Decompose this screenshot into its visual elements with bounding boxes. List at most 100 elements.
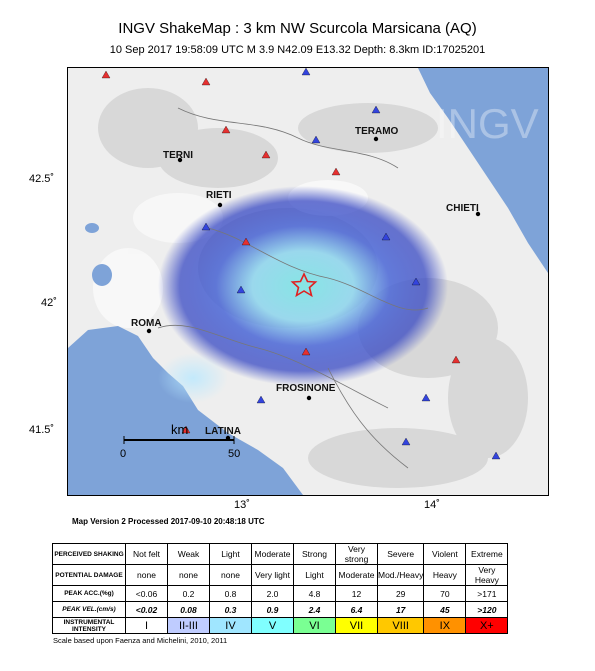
shakemap: INGV INGV INGV TERNI TERAMO RIETI CHIETI… <box>67 67 549 496</box>
legend-cell: 17 <box>376 601 425 618</box>
scale-bar: km 0 50 <box>120 422 240 460</box>
legend-cell: 0.8 <box>209 585 252 602</box>
event-info: 10 Sep 2017 19:58:09 UTC M 3.9 N42.09 E1… <box>109 44 486 56</box>
blue-triangle-icon <box>421 393 431 402</box>
blue-triangle-icon <box>301 68 311 76</box>
intensity-cell: X+ <box>465 617 509 634</box>
legend-rowhead-acc: PEAK ACC.(%g) <box>52 585 126 602</box>
intensity-cell: V <box>251 617 294 634</box>
lake-small <box>85 223 99 233</box>
red-triangle-icon <box>241 237 251 246</box>
legend-cell: Extreme <box>465 543 509 565</box>
map-title: INGV ShakeMap : 3 km NW Scurcola Marsica… <box>118 20 477 37</box>
legend-cell: 0.3 <box>209 601 252 618</box>
legend-rowhead-vel: PEAK VEL.(cm/s) <box>52 601 126 618</box>
lake-bolsena <box>92 264 112 286</box>
red-triangle-icon <box>301 347 311 356</box>
red-triangle-icon <box>261 150 271 159</box>
legend-row-damage: POTENTIAL DAMAGE none none none Very lig… <box>52 564 509 586</box>
legend-cell: 2.0 <box>251 585 294 602</box>
blue-triangle-icon <box>201 222 211 231</box>
legend-cell: Not felt <box>125 543 168 565</box>
lat-label-42-5: 42.5˚ <box>29 173 55 185</box>
scale-unit: km <box>171 422 188 437</box>
blue-triangle-icon <box>491 451 501 460</box>
legend-row-intensity: INSTRUMENTAL INTENSITY I II-III IV V VI … <box>52 617 509 634</box>
legend-cell: Very strong <box>335 543 378 565</box>
legend-cell: 70 <box>423 585 467 602</box>
red-triangle-icon <box>331 167 341 176</box>
legend-cell: 6.4 <box>335 601 378 618</box>
blue-triangle-icon <box>256 395 266 404</box>
intensity-cell: VIII <box>376 617 425 634</box>
city-label-chieti: CHIETI <box>446 203 479 214</box>
blue-triangle-icon <box>371 105 381 114</box>
intensity-legend: PERCEIVED SHAKING Not felt Weak Light Mo… <box>52 543 509 634</box>
legend-cell: <0.06 <box>125 585 168 602</box>
blue-triangle-icon <box>401 437 411 446</box>
legend-cell: 0.08 <box>167 601 210 618</box>
red-triangle-icon <box>201 77 211 86</box>
legend-cell: Severe <box>376 543 425 565</box>
legend-cell: Moderate <box>251 543 294 565</box>
city-label-rieti: RIETI <box>206 190 232 201</box>
region-borders <box>157 107 429 469</box>
legend-cell: 0.2 <box>167 585 210 602</box>
city-label-roma: ROMA <box>131 318 162 329</box>
legend-cell: 4.8 <box>293 585 336 602</box>
scale-start: 0 <box>120 448 126 460</box>
legend-rowhead-damage: POTENTIAL DAMAGE <box>52 564 126 586</box>
city-label-frosinone: FROSINONE <box>276 383 336 394</box>
station-triangles <box>101 68 501 460</box>
intensity-cell: IX <box>423 617 467 634</box>
legend-rowhead-intensity: INSTRUMENTAL INTENSITY <box>52 617 126 634</box>
intensity-cell: IV <box>209 617 252 634</box>
red-triangle-icon <box>181 425 191 434</box>
legend-cell: Violent <box>423 543 467 565</box>
red-triangle-icon <box>451 355 461 364</box>
legend-cell: 45 <box>423 601 467 618</box>
legend-row-perceived: PERCEIVED SHAKING Not felt Weak Light Mo… <box>52 543 509 565</box>
shaking-area-roma <box>158 353 228 403</box>
legend-cell: none <box>167 564 210 586</box>
red-star-icon <box>290 272 318 298</box>
legend-cell: Very Heavy <box>465 564 509 586</box>
legend-row-acc: PEAK ACC.(%g) <0.06 0.2 0.8 2.0 4.8 12 2… <box>52 585 509 602</box>
blue-triangle-icon <box>411 277 421 286</box>
legend-cell: Mod./Heavy <box>376 564 425 586</box>
blue-triangle-icon <box>236 285 246 294</box>
legend-cell: Strong <box>293 543 336 565</box>
intensity-cell: II-III <box>167 617 210 634</box>
city-label-teramo: TERAMO <box>355 126 399 137</box>
city-label-latina: LATINA <box>205 426 241 437</box>
lon-label-14: 14˚ <box>424 499 440 511</box>
terrain-shading <box>98 88 528 488</box>
scale-end: 50 <box>228 448 240 460</box>
legend-cell: Moderate <box>335 564 378 586</box>
legend-cell: Heavy <box>423 564 467 586</box>
legend-rowhead-perceived: PERCEIVED SHAKING <box>52 543 126 565</box>
legend-cell: >120 <box>465 601 509 618</box>
legend-cell: none <box>209 564 252 586</box>
legend-cell: >171 <box>465 585 509 602</box>
legend-cell: Very light <box>251 564 294 586</box>
legend-cell: 12 <box>335 585 378 602</box>
lat-label-42: 42˚ <box>41 297 57 309</box>
map-version: Map Version 2 Processed 2017-09-10 20:48… <box>72 517 265 526</box>
lat-label-41-5: 41.5˚ <box>29 424 55 436</box>
intensity-cell: I <box>125 617 168 634</box>
intensity-cell: VI <box>293 617 336 634</box>
legend-cell: 29 <box>376 585 425 602</box>
watermark: INGV INGV INGV <box>436 100 548 147</box>
red-triangle-icon <box>221 125 231 134</box>
legend-cell: Light <box>293 564 336 586</box>
legend-cell: <0.02 <box>125 601 168 618</box>
legend-cell: 0.9 <box>251 601 294 618</box>
tyrrhenian-sea <box>68 326 303 495</box>
blue-triangle-icon <box>381 232 391 241</box>
legend-cell: none <box>125 564 168 586</box>
legend-cell: Weak <box>167 543 210 565</box>
legend-cell: Light <box>209 543 252 565</box>
adriatic-sea <box>418 68 548 273</box>
lon-label-13: 13˚ <box>234 499 250 511</box>
